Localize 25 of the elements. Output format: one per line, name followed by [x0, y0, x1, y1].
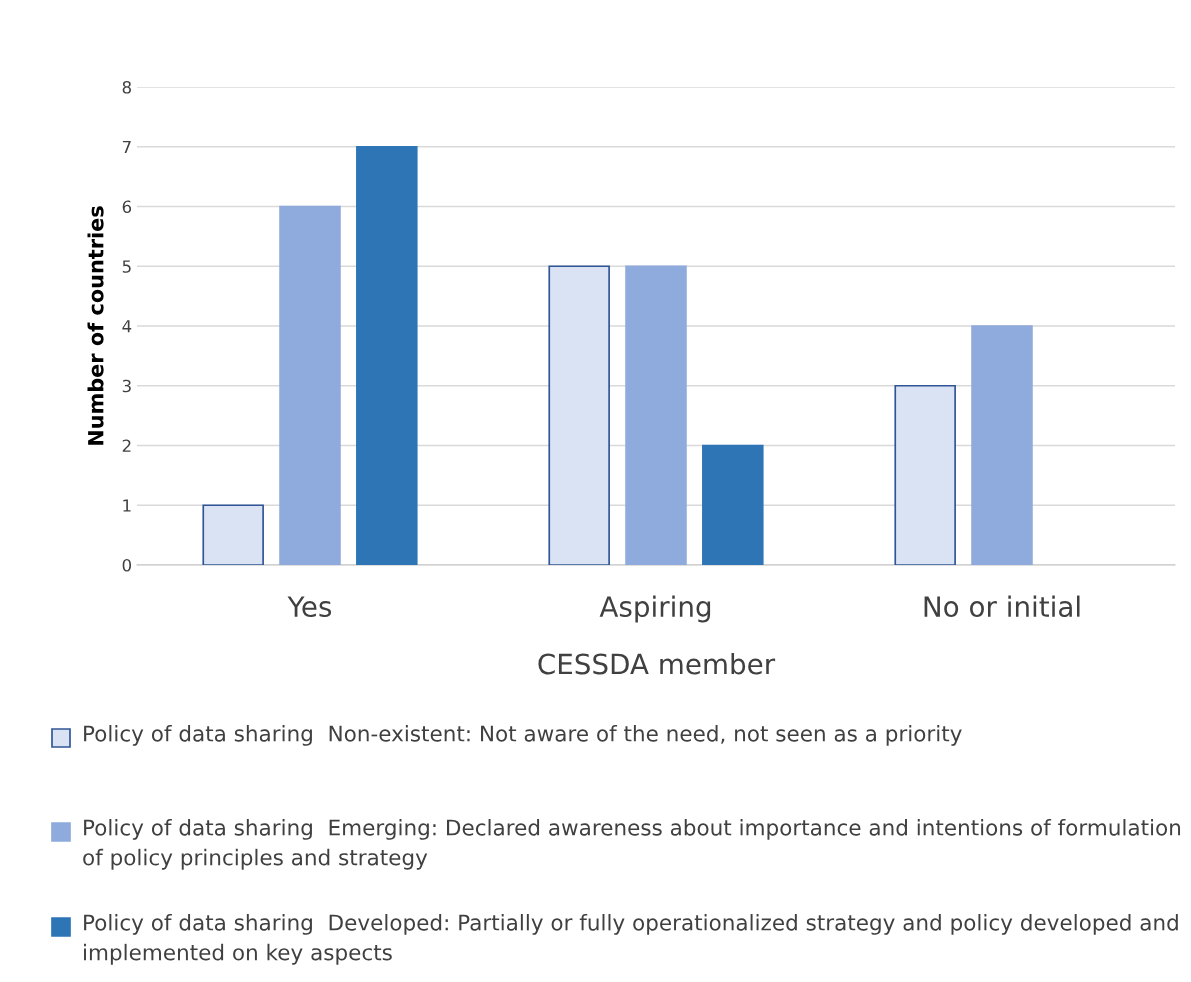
y-tick-label: 1 — [123, 499, 131, 512]
legend-label: Policy of data sharing Non-existent: Not aware of the need, not seen as a priority — [84, 725, 962, 746]
legend-label: Policy of data sharing Emerging: Declared awareness about importance and intentions of formulation of policy principles and strategy — [83, 819, 1181, 870]
y-tick-label: 5 — [122, 260, 131, 273]
y-tick-label: 2 — [122, 439, 131, 452]
bar — [702, 444, 764, 565]
bar — [279, 205, 341, 565]
y-tick-label: 6 — [122, 200, 132, 214]
bar — [971, 325, 1033, 565]
x-tick-label: No or initial — [924, 595, 1080, 618]
bar — [356, 145, 418, 565]
bar — [548, 265, 610, 565]
y-tick-label: 3 — [122, 379, 131, 393]
bar — [894, 384, 956, 565]
legend-label: Policy of data sharing Developed: Partially or fully operationalized strategy and policy developed and implemented on key aspects — [84, 914, 1178, 965]
x-tick-label: Yes — [287, 596, 332, 618]
y-tick-label: 4 — [122, 320, 132, 333]
y-axis-title: Number of countries — [87, 206, 104, 445]
bar — [202, 504, 264, 565]
x-axis-title: CESSDA member — [538, 652, 776, 675]
x-tick-label: Aspiring — [599, 595, 711, 623]
y-tick-label: 0 — [122, 558, 132, 572]
bar — [625, 265, 687, 565]
y-tick-label: 7 — [122, 140, 131, 154]
y-tick-label: 8 — [122, 80, 131, 94]
